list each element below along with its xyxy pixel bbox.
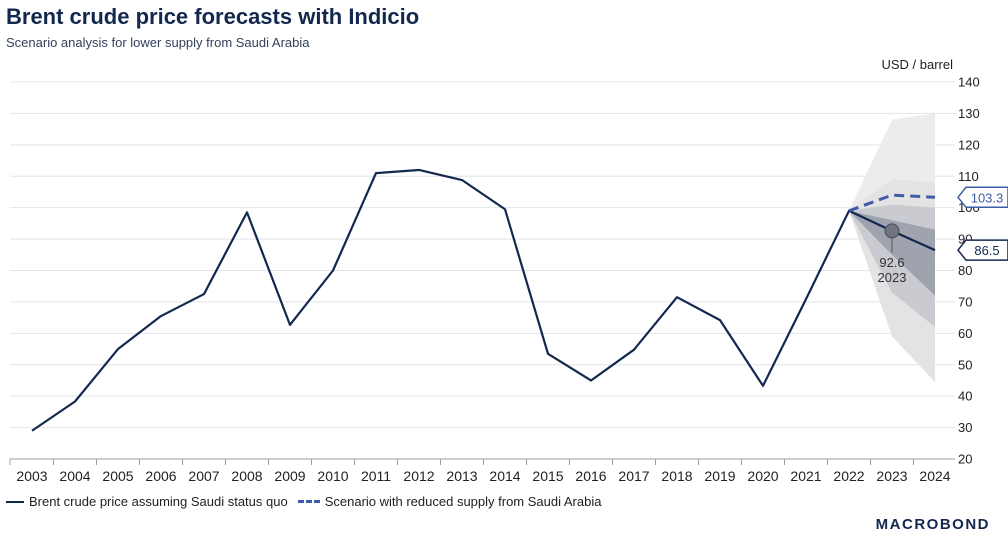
legend-item-status-quo: Brent crude price assuming Saudi status … bbox=[6, 494, 288, 509]
y-tick-label-60: 60 bbox=[958, 326, 972, 341]
x-tick-label-2017: 2017 bbox=[618, 468, 649, 484]
x-tick-label-2015: 2015 bbox=[532, 468, 563, 484]
x-tick-label-2010: 2010 bbox=[317, 468, 348, 484]
x-tick-label-2011: 2011 bbox=[361, 468, 391, 484]
series-line-status-quo bbox=[31, 168, 936, 432]
x-tick-label-2018: 2018 bbox=[661, 468, 692, 484]
x-tick-label-2021: 2021 bbox=[790, 468, 821, 484]
chart-title: Brent crude price forecasts with Indicio bbox=[6, 4, 420, 29]
y-tick-label-130: 130 bbox=[958, 106, 980, 121]
y-tick-label-70: 70 bbox=[958, 294, 972, 309]
y-tick-label-20: 20 bbox=[958, 452, 972, 467]
end-label-value-reduced-supply: 103.3 bbox=[971, 190, 1004, 205]
annotation-value-label: 92.6 bbox=[879, 255, 904, 270]
end-label-value-status-quo: 86.5 bbox=[974, 243, 999, 258]
legend-solid-line-swatch bbox=[6, 500, 24, 503]
y-axis-unit-label: USD / barrel bbox=[881, 57, 953, 72]
x-tick-label-2019: 2019 bbox=[704, 468, 735, 484]
x-tick-label-2007: 2007 bbox=[188, 468, 219, 484]
legend-label-reduced-supply: Scenario with reduced supply from Saudi … bbox=[324, 494, 602, 509]
y-tick-label-50: 50 bbox=[958, 357, 972, 372]
legend-label-status-quo: Brent crude price assuming Saudi status … bbox=[29, 494, 288, 509]
legend-dashed-line-swatch bbox=[297, 500, 320, 503]
x-tick-label-2023: 2023 bbox=[876, 468, 907, 484]
y-tick-label-140: 140 bbox=[958, 75, 980, 90]
y-tick-label-120: 120 bbox=[958, 137, 980, 152]
x-tick-label-2024: 2024 bbox=[919, 468, 950, 484]
x-tick-label-2022: 2022 bbox=[833, 468, 864, 484]
x-tick-label-2020: 2020 bbox=[747, 468, 778, 484]
x-tick-label-2014: 2014 bbox=[489, 468, 520, 484]
y-tick-label-40: 40 bbox=[958, 389, 972, 404]
legend-item-reduced-supply: Scenario with reduced supply from Saudi … bbox=[297, 494, 602, 509]
y-tick-label-80: 80 bbox=[958, 263, 972, 278]
x-tick-label-2005: 2005 bbox=[102, 468, 133, 484]
x-tick-label-2003: 2003 bbox=[16, 468, 47, 484]
end-label-box-status-quo bbox=[957, 239, 1008, 261]
y-tick-label-110: 110 bbox=[958, 169, 979, 184]
annotation-year-label: 2023 bbox=[878, 270, 907, 285]
y-tick-label-30: 30 bbox=[958, 420, 972, 435]
macrobond-logo: MACROBOND bbox=[875, 516, 990, 533]
x-tick-label-2006: 2006 bbox=[145, 468, 176, 484]
x-tick-label-2008: 2008 bbox=[231, 468, 262, 484]
chart-subtitle: Scenario analysis for lower supply from … bbox=[6, 35, 310, 50]
annotation-point-0 bbox=[884, 223, 900, 239]
x-tick-label-2012: 2012 bbox=[403, 468, 434, 484]
x-tick-label-2013: 2013 bbox=[446, 468, 477, 484]
forecast-band-3 bbox=[849, 210, 935, 296]
x-tick-label-2016: 2016 bbox=[575, 468, 606, 484]
end-label-box-reduced-supply bbox=[957, 186, 1008, 209]
x-tick-label-2004: 2004 bbox=[59, 468, 90, 484]
chart-legend: Brent crude price assuming Saudi status … bbox=[6, 494, 611, 509]
x-tick-label-2009: 2009 bbox=[274, 468, 305, 484]
